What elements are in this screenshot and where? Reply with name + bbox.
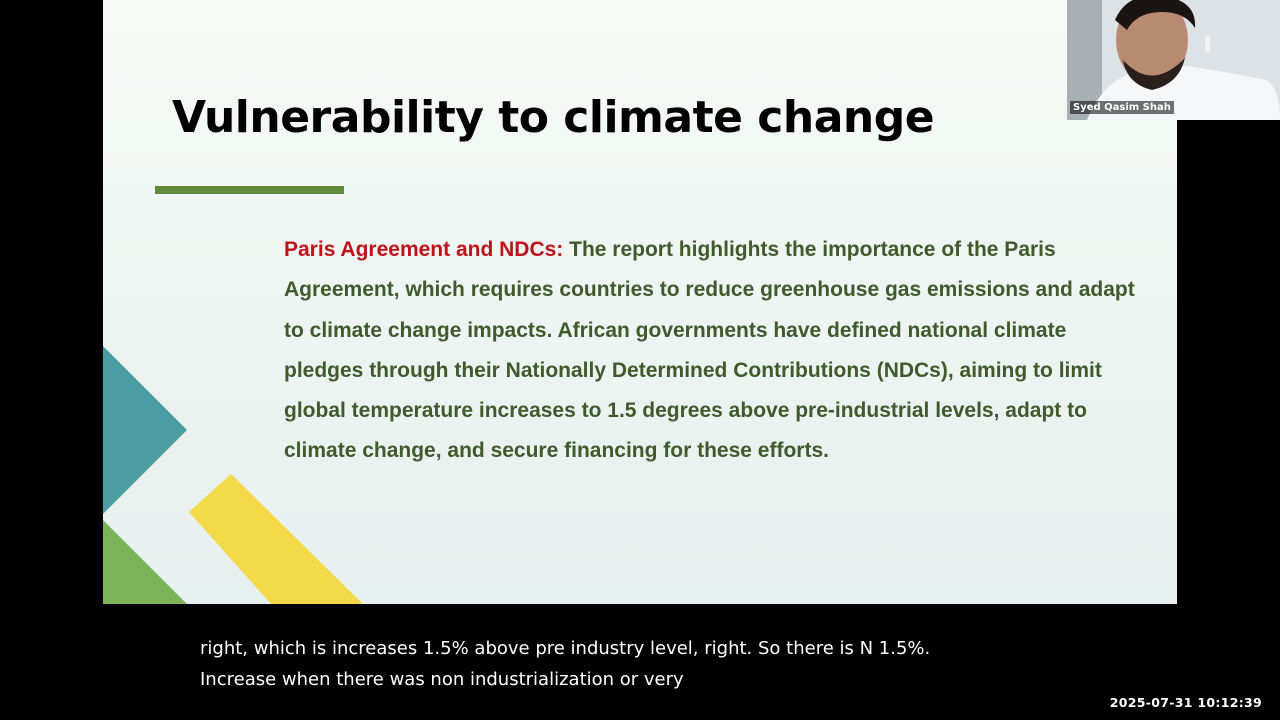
- green-triangle-shape: [103, 520, 187, 604]
- slide-body-text: Paris Agreement and NDCs: The report hig…: [284, 230, 1144, 472]
- teal-triangle-shape: [103, 346, 187, 514]
- slide-decoration: [103, 346, 363, 604]
- live-captions: right, which is increases 1.5% above pre…: [200, 633, 930, 695]
- participant-video-feed: [1067, 0, 1280, 120]
- participant-video-tile[interactable]: Syed Qasim Shah: [1067, 0, 1280, 120]
- recording-timestamp: 2025-07-31 10:12:39: [1109, 695, 1262, 710]
- caption-area: [0, 604, 1280, 720]
- body-lead-heading: Paris Agreement and NDCs:: [284, 238, 564, 261]
- title-underline: [155, 186, 344, 194]
- yellow-band-shape: [189, 474, 363, 604]
- slide-title: Vulnerability to climate change: [172, 92, 935, 143]
- caption-line: Increase when there was non industrializ…: [200, 669, 684, 690]
- body-paragraph: The report highlights the importance of …: [284, 238, 1135, 463]
- participant-name-label: Syed Qasim Shah: [1070, 101, 1174, 114]
- caption-line: right, which is increases 1.5% above pre…: [200, 638, 931, 659]
- presentation-slide: Vulnerability to climate change Paris Ag…: [103, 0, 1177, 604]
